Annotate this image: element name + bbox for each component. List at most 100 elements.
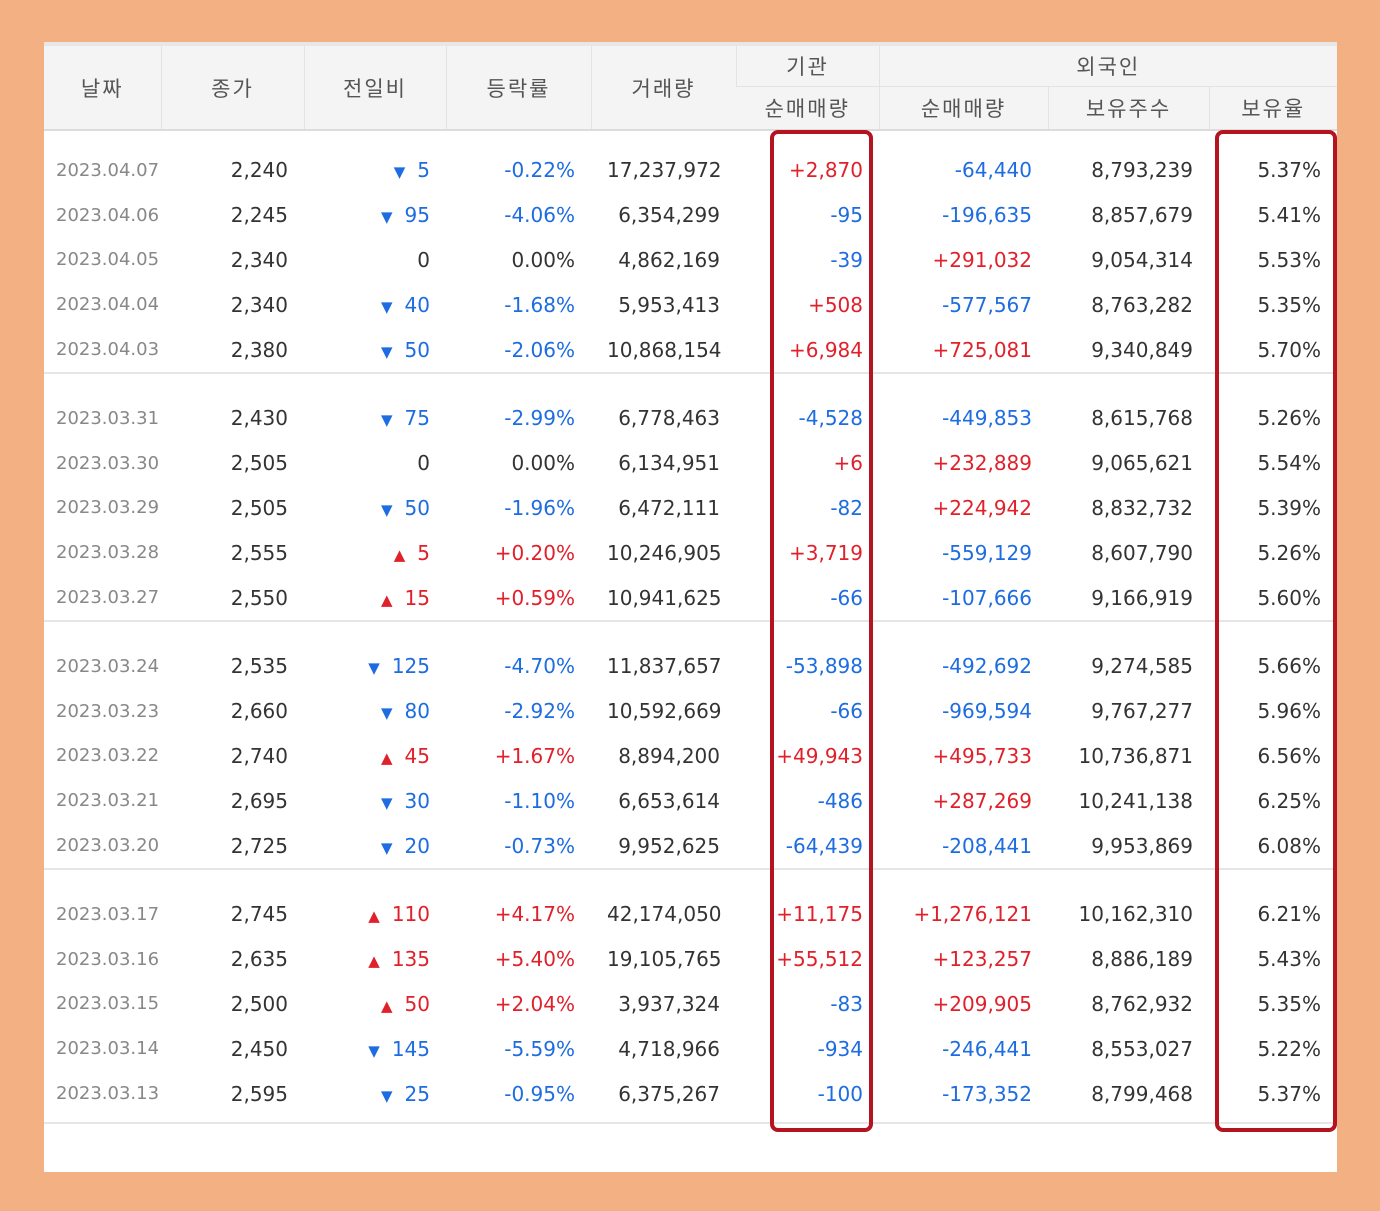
header-volume: 거래량	[590, 46, 736, 130]
volume-cell: 9,952,625	[618, 833, 720, 858]
date-cell: 2023.03.21	[56, 790, 160, 812]
foreign-ratio-cell: 5.43%	[1257, 947, 1321, 972]
date-cell: 2023.03.15	[56, 993, 160, 1015]
down-triangle-icon: ▼	[381, 208, 393, 227]
inst-net-cell: -934	[817, 1036, 863, 1061]
foreign-ratio-cell: 5.96%	[1257, 699, 1321, 724]
separator-cell	[44, 1115, 1337, 1124]
change-cell: ▲ 45	[304, 734, 446, 779]
date-cell: 2023.03.30	[56, 452, 160, 474]
down-triangle-icon: ▼	[381, 342, 393, 361]
foreign-ratio-cell: 5.53%	[1257, 247, 1321, 272]
table-row: 2023.03.24 2,535 ▼ 125 -4.70% 11,837,657 -53,8…	[44, 644, 1337, 689]
volume-cell: 6,375,267	[618, 1081, 720, 1106]
change-value: 145	[391, 1036, 430, 1061]
foreign-net-cell: +725,081	[932, 337, 1032, 362]
inst-net-cell: +508	[808, 292, 863, 317]
date-cell: 2023.03.31	[56, 407, 160, 429]
change-value: 20	[404, 833, 430, 858]
change-cell: ▲ 110	[304, 892, 446, 937]
inst-net-cell: -95	[830, 203, 863, 228]
close-cell: 2,380	[230, 337, 288, 362]
date-cell: 2023.04.06	[56, 204, 160, 226]
date-cell: 2023.03.29	[56, 497, 160, 519]
table-row: 2023.03.27 2,550 ▲ 15 +0.59% 10,941,625 -66 -10…	[44, 575, 1337, 621]
foreign-ratio-cell: 5.39%	[1257, 495, 1321, 520]
change-rate-cell: +0.59%	[494, 585, 575, 610]
change-rate-cell: -5.59%	[504, 1036, 575, 1061]
foreign-shares-cell: 9,274,585	[1091, 654, 1193, 679]
group-separator	[44, 130, 1337, 148]
down-triangle-icon: ▼	[381, 793, 393, 812]
volume-cell: 11,837,657	[607, 654, 722, 679]
table-row: 2023.03.17 2,745 ▲ 110 +4.17% 42,174,050 +11,1…	[44, 892, 1337, 937]
foreign-shares-cell: 8,832,732	[1091, 495, 1193, 520]
close-cell: 2,340	[230, 247, 288, 272]
down-triangle-icon: ▼	[381, 704, 393, 723]
change-rate-cell: -4.70%	[504, 654, 575, 679]
table-row: 2023.03.16 2,635 ▲ 135 +5.40% 19,105,765 +55,5…	[44, 937, 1337, 982]
header-foreign-group: 외국인	[878, 46, 1337, 87]
change-rate-cell: -1.68%	[504, 292, 575, 317]
close-cell: 2,450	[230, 1036, 288, 1061]
inst-net-cell: +11,175	[776, 902, 863, 927]
down-triangle-icon: ▼	[381, 500, 393, 519]
foreign-shares-cell: 9,953,869	[1091, 833, 1193, 858]
foreign-net-cell: -107,666	[942, 585, 1032, 610]
volume-cell: 10,592,669	[607, 699, 722, 724]
foreign-shares-cell: 9,166,919	[1091, 585, 1193, 610]
header-institution-group: 기관	[735, 46, 879, 87]
date-cell: 2023.03.24	[56, 655, 160, 677]
change-rate-cell: -0.22%	[504, 158, 575, 183]
header-change: 전일비	[303, 46, 446, 130]
inst-net-cell: +6,984	[788, 337, 863, 362]
change-value: 5	[417, 158, 430, 183]
foreign-shares-cell: 10,162,310	[1078, 902, 1193, 927]
inst-net-cell: +2,870	[788, 158, 863, 183]
volume-cell: 10,941,625	[607, 585, 722, 610]
date-cell: 2023.03.20	[56, 835, 160, 857]
inst-net-cell: -39	[830, 247, 863, 272]
change-value: 5	[417, 540, 430, 565]
change-value: 110	[391, 902, 430, 927]
date-cell: 2023.03.14	[56, 1038, 160, 1060]
date-cell: 2023.03.13	[56, 1083, 160, 1105]
close-cell: 2,430	[230, 406, 288, 431]
volume-cell: 6,472,111	[618, 495, 720, 520]
table-row: 2023.03.29 2,505 ▼ 50 -1.96% 6,472,111 -82 +224…	[44, 486, 1337, 531]
date-cell: 2023.03.28	[56, 542, 160, 564]
inst-net-cell: -100	[817, 1081, 863, 1106]
foreign-shares-cell: 8,799,468	[1091, 1081, 1193, 1106]
change-value: 125	[391, 654, 430, 679]
foreign-ratio-cell: 6.56%	[1257, 743, 1321, 768]
up-triangle-icon: ▲	[381, 996, 393, 1015]
change-value: 30	[404, 788, 430, 813]
inst-net-cell: -82	[830, 495, 863, 520]
close-cell: 2,725	[230, 833, 288, 858]
volume-cell: 17,237,972	[607, 158, 722, 183]
volume-cell: 10,868,154	[607, 337, 722, 362]
volume-cell: 19,105,765	[607, 947, 722, 972]
foreign-net-cell: +123,257	[932, 947, 1032, 972]
foreign-ratio-cell: 5.26%	[1257, 406, 1321, 431]
foreign-net-cell: +495,733	[932, 743, 1032, 768]
close-cell: 2,695	[230, 788, 288, 813]
foreign-shares-cell: 8,762,932	[1091, 991, 1193, 1016]
close-cell: 2,745	[230, 902, 288, 927]
group-separator	[44, 867, 1337, 892]
foreign-shares-cell: 9,065,621	[1091, 451, 1193, 476]
foreign-ratio-cell: 5.37%	[1257, 158, 1321, 183]
table-row: 2023.03.21 2,695 ▼ 30 -1.10% 6,653,614 -486 +28…	[44, 778, 1337, 823]
close-cell: 2,595	[230, 1081, 288, 1106]
down-triangle-icon: ▼	[381, 1086, 393, 1105]
inst-net-cell: +6	[833, 451, 863, 476]
foreign-ratio-cell: 5.66%	[1257, 654, 1321, 679]
close-cell: 2,535	[230, 654, 288, 679]
change-cell: ▲ 135	[304, 937, 446, 982]
date-cell: 2023.04.07	[56, 159, 160, 181]
separator-cell	[44, 619, 1337, 644]
volume-cell: 6,134,951	[618, 451, 720, 476]
down-triangle-icon: ▼	[381, 838, 393, 857]
close-cell: 2,740	[230, 743, 288, 768]
separator-cell	[44, 371, 1337, 396]
